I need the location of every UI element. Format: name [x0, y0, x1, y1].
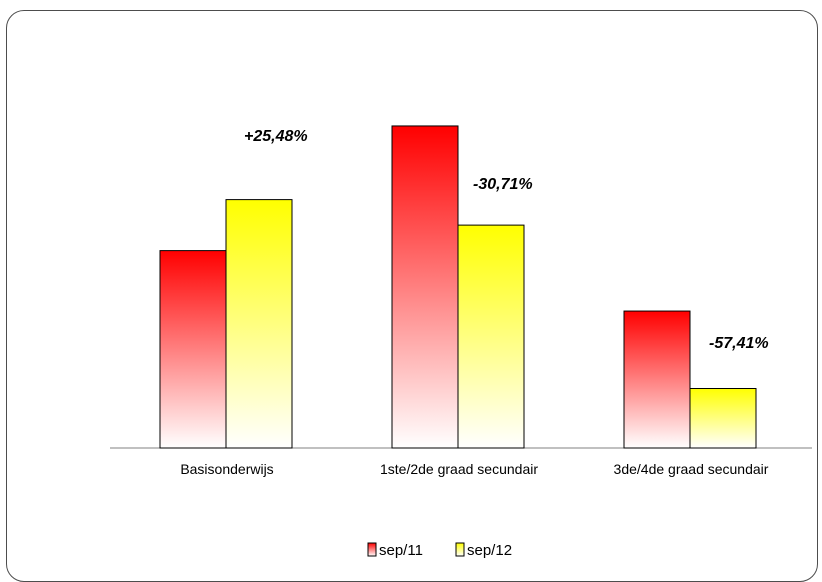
category-label-3de-4de-graad: 3de/4de graad secundair — [614, 461, 769, 477]
legend-label-sep12: sep/12 — [467, 542, 512, 559]
category-label-basisonderwijs: Basisonderwijs — [180, 461, 273, 477]
bars-group — [159, 125, 757, 449]
bar-basisonderwijs-sep11 — [159, 250, 227, 449]
legend-label-sep11: sep/11 — [379, 542, 423, 559]
category-label-1ste-2de-graad: 1ste/2de graad secundair — [380, 461, 538, 477]
bar-1ste-2de-graad-sep11 — [391, 125, 459, 449]
annotation-1ste-2de-graad: -30,71% — [473, 176, 533, 193]
legend-swatch-sep12 — [455, 542, 465, 557]
bar-basisonderwijs-sep12 — [225, 199, 293, 449]
legend-swatch-sep11 — [367, 542, 377, 557]
bar-1ste-2de-graad-sep12 — [457, 224, 525, 449]
legend: sep/11 sep/12 — [367, 542, 512, 559]
bar-3de-4de-graad-sep12 — [689, 388, 757, 449]
bar-3de-4de-graad-sep11 — [623, 310, 691, 449]
annotation-3de-4de-graad: -57,41% — [709, 335, 769, 352]
annotation-basisonderwijs: +25,48% — [244, 128, 308, 145]
